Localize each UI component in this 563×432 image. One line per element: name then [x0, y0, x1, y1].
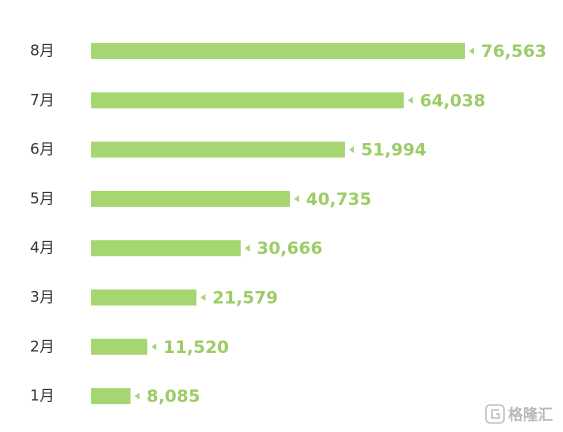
value-label: 30,666 [257, 239, 323, 259]
value-pointer [244, 244, 250, 252]
bar [91, 338, 148, 355]
watermark-logo: 格隆汇 [485, 404, 553, 424]
value-pointer [293, 195, 299, 203]
value-pointer [134, 392, 140, 400]
bar [91, 92, 404, 109]
value-label: 76,563 [481, 42, 547, 62]
watermark-icon-g [491, 409, 500, 419]
watermark-icon [485, 404, 505, 424]
bar [91, 141, 345, 158]
value-label: 21,579 [212, 289, 278, 309]
y-tick-label: 5月 [30, 189, 55, 207]
y-tick-label: 1月 [30, 387, 55, 405]
value-pointer [407, 96, 413, 104]
y-tick-label: 6月 [30, 140, 55, 158]
bar [91, 190, 290, 207]
bar [91, 388, 131, 405]
y-tick-label: 7月 [30, 91, 55, 109]
value-pointer [469, 47, 474, 55]
bar [91, 240, 241, 257]
value-label: 40,735 [306, 190, 372, 210]
value-pointer [200, 294, 206, 301]
y-tick-label: 2月 [30, 337, 55, 355]
value-label: 11,520 [163, 338, 229, 358]
value-label: 64,038 [420, 91, 486, 111]
y-tick-label: 3月 [30, 288, 55, 306]
value-pointer [151, 343, 157, 351]
bar [91, 289, 197, 306]
value-pointer [348, 146, 354, 154]
bar [91, 43, 465, 59]
y-tick-label: 4月 [30, 239, 55, 257]
y-tick-label: 8月 [30, 42, 55, 60]
value-label: 51,994 [361, 141, 427, 161]
value-label: 8,085 [146, 387, 200, 407]
watermark-text: 格隆汇 [508, 406, 553, 424]
